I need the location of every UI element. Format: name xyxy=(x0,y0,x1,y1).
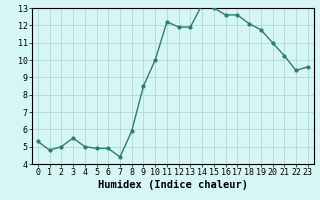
X-axis label: Humidex (Indice chaleur): Humidex (Indice chaleur) xyxy=(98,180,248,190)
